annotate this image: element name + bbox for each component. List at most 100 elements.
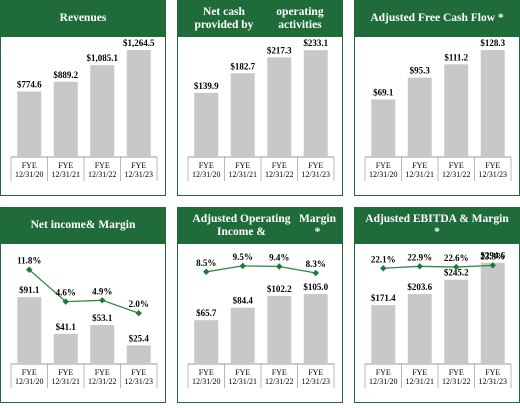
operating-income-chart: $65.7 FYE 12/31/20 $84.4 FYE 12/31/21 $102.2 FY… bbox=[187, 252, 335, 388]
chart-title: Adjusted Free Cash Flow * bbox=[355, 1, 519, 37]
bar-value-label: $171.4 bbox=[371, 293, 396, 303]
margin-point bbox=[416, 263, 423, 270]
chart-title-line: Net income bbox=[30, 219, 86, 232]
bar bbox=[480, 50, 505, 158]
margin-line bbox=[206, 265, 316, 274]
chart-title-line: & Margin bbox=[85, 219, 136, 232]
bar bbox=[371, 99, 396, 157]
panel-operating-cash: Net cash provided by operating activities… bbox=[177, 0, 343, 196]
margin-point bbox=[453, 263, 460, 271]
margin-label: 22.1% bbox=[371, 254, 396, 264]
bar bbox=[17, 297, 42, 364]
margin-label: 8.3% bbox=[306, 259, 326, 269]
bar-value-label: $182.7 bbox=[230, 61, 255, 71]
bar bbox=[267, 57, 292, 157]
bar-value-label: $105.0 bbox=[303, 282, 328, 292]
bar bbox=[194, 320, 219, 364]
bar-value-label: $69.1 bbox=[373, 87, 394, 97]
panel-free-cash-flow: Adjusted Free Cash Flow * $69.1 FYE 12/31/… bbox=[354, 0, 520, 196]
chart-title: Adjusted EBITDA & Margin * bbox=[355, 208, 519, 244]
x-tick-label: FYE 12/31/21 bbox=[52, 368, 80, 386]
bar-value-label: $84.4 bbox=[233, 296, 254, 306]
x-tick-label: FYE 12/31/22 bbox=[265, 161, 293, 179]
bar bbox=[90, 325, 115, 364]
x-tick-label: FYE 12/31/22 bbox=[265, 368, 293, 386]
operating-cash-chart: $139.9 FYE 12/31/20 $182.7 FYE 12/31/21 $217.3… bbox=[187, 38, 335, 181]
x-tick-label: FYE 12/31/21 bbox=[229, 368, 257, 386]
x-tick-label: FYE 12/31/23 bbox=[302, 161, 330, 179]
x-tick-label: FYE 12/31/20 bbox=[369, 368, 397, 386]
chart-title: Net income & Margin bbox=[1, 208, 165, 244]
x-tick-label: FYE 12/31/20 bbox=[15, 161, 43, 179]
bar bbox=[444, 64, 469, 157]
margin-label: 11.8% bbox=[17, 256, 41, 266]
bar bbox=[126, 50, 151, 157]
margin-point bbox=[489, 262, 496, 269]
bar bbox=[480, 262, 505, 364]
panel-ebitda: Adjusted EBITDA & Margin * $171.4 FYE 12/3… bbox=[354, 207, 520, 403]
margin-label: 22.6% bbox=[444, 253, 469, 263]
bar bbox=[407, 77, 432, 157]
bar-value-label: $233.1 bbox=[303, 38, 328, 48]
margin-point bbox=[239, 262, 246, 270]
chart-title-line: Adjusted Free Cash Flow * bbox=[370, 12, 504, 25]
margin-line bbox=[28, 269, 139, 314]
bar-value-label: $889.2 bbox=[53, 70, 78, 80]
bar-value-label: $139.9 bbox=[194, 81, 219, 91]
margin-point bbox=[62, 298, 69, 305]
chart-title: Adjusted Operating Income & Margin * bbox=[178, 208, 342, 244]
margin-label: 23.3% bbox=[480, 251, 505, 261]
chart-title-line: operating activities bbox=[276, 5, 324, 31]
margin-point bbox=[276, 263, 283, 270]
free-cash-flow-chart: $69.1 FYE 12/31/20 $95.3 FYE 12/31/21 $111.2 FY… bbox=[364, 38, 512, 181]
margin-line bbox=[383, 264, 493, 269]
ebitda-chart: $171.4 FYE 12/31/20 $203.6 FYE 12/31/21 $245.2… bbox=[364, 251, 512, 388]
margin-label: 4.9% bbox=[92, 286, 112, 296]
panel-operating-income: Adjusted Operating Income & Margin * $65.… bbox=[177, 207, 343, 403]
margin-point bbox=[203, 268, 210, 276]
x-tick-label: FYE 12/31/21 bbox=[52, 161, 80, 179]
margin-label: 9.4% bbox=[269, 252, 289, 262]
x-tick-label: FYE 12/31/23 bbox=[479, 161, 507, 179]
x-tick-label: FYE 12/31/21 bbox=[406, 368, 434, 386]
chart-title: Revenues bbox=[1, 1, 165, 37]
bar-value-label: $91.1 bbox=[19, 285, 40, 295]
bar-value-label: $294.6 bbox=[480, 251, 505, 261]
margin-label: 22.9% bbox=[407, 252, 432, 262]
x-tick-label: FYE 12/31/23 bbox=[302, 368, 330, 386]
margin-point bbox=[380, 265, 387, 272]
margin-label: 4.6% bbox=[56, 288, 76, 298]
bar bbox=[444, 279, 469, 364]
x-tick-label: FYE 12/31/22 bbox=[442, 368, 470, 386]
bar-value-label: $25.4 bbox=[129, 333, 150, 343]
bar bbox=[303, 50, 328, 157]
bar-value-label: $65.7 bbox=[196, 308, 217, 318]
chart-title-line: Margin * bbox=[298, 212, 336, 238]
bar-value-label: $95.3 bbox=[410, 66, 431, 76]
x-tick-label: FYE 12/31/20 bbox=[192, 161, 220, 179]
chart-title-line: Net cash provided by bbox=[194, 5, 254, 31]
bar bbox=[17, 91, 42, 157]
x-tick-label: FYE 12/31/21 bbox=[406, 161, 434, 179]
panel-net-income: Net income & Margin $91.1 FYE 12/31/20 $41.1… bbox=[0, 207, 166, 403]
bar-value-label: $217.3 bbox=[267, 45, 292, 55]
bar bbox=[303, 294, 328, 364]
x-tick-label: FYE 12/31/23 bbox=[479, 368, 507, 386]
bar bbox=[53, 333, 78, 364]
bar bbox=[407, 294, 432, 364]
chart-title-line: Adjusted Operating Income & bbox=[192, 212, 291, 238]
chart-title: Net cash provided by operating activities bbox=[178, 1, 342, 37]
x-tick-label: FYE 12/31/22 bbox=[88, 161, 116, 179]
margin-point bbox=[312, 269, 319, 277]
x-tick-label: FYE 12/31/20 bbox=[192, 368, 220, 386]
bar bbox=[90, 65, 115, 157]
bar-value-label: $41.1 bbox=[56, 322, 77, 332]
chart-title-line: Adjusted EBITDA & Margin * bbox=[365, 212, 509, 238]
margin-point bbox=[135, 309, 142, 317]
net-income-chart: $91.1 FYE 12/31/20 $41.1 FYE 12/31/21 $53.1 FYE… bbox=[10, 256, 158, 388]
x-tick-label: FYE 12/31/22 bbox=[88, 368, 116, 386]
margin-label: 9.5% bbox=[233, 252, 253, 262]
x-tick-label: FYE 12/31/21 bbox=[229, 161, 257, 179]
margin-label: 2.0% bbox=[129, 299, 149, 309]
bar bbox=[194, 92, 219, 157]
